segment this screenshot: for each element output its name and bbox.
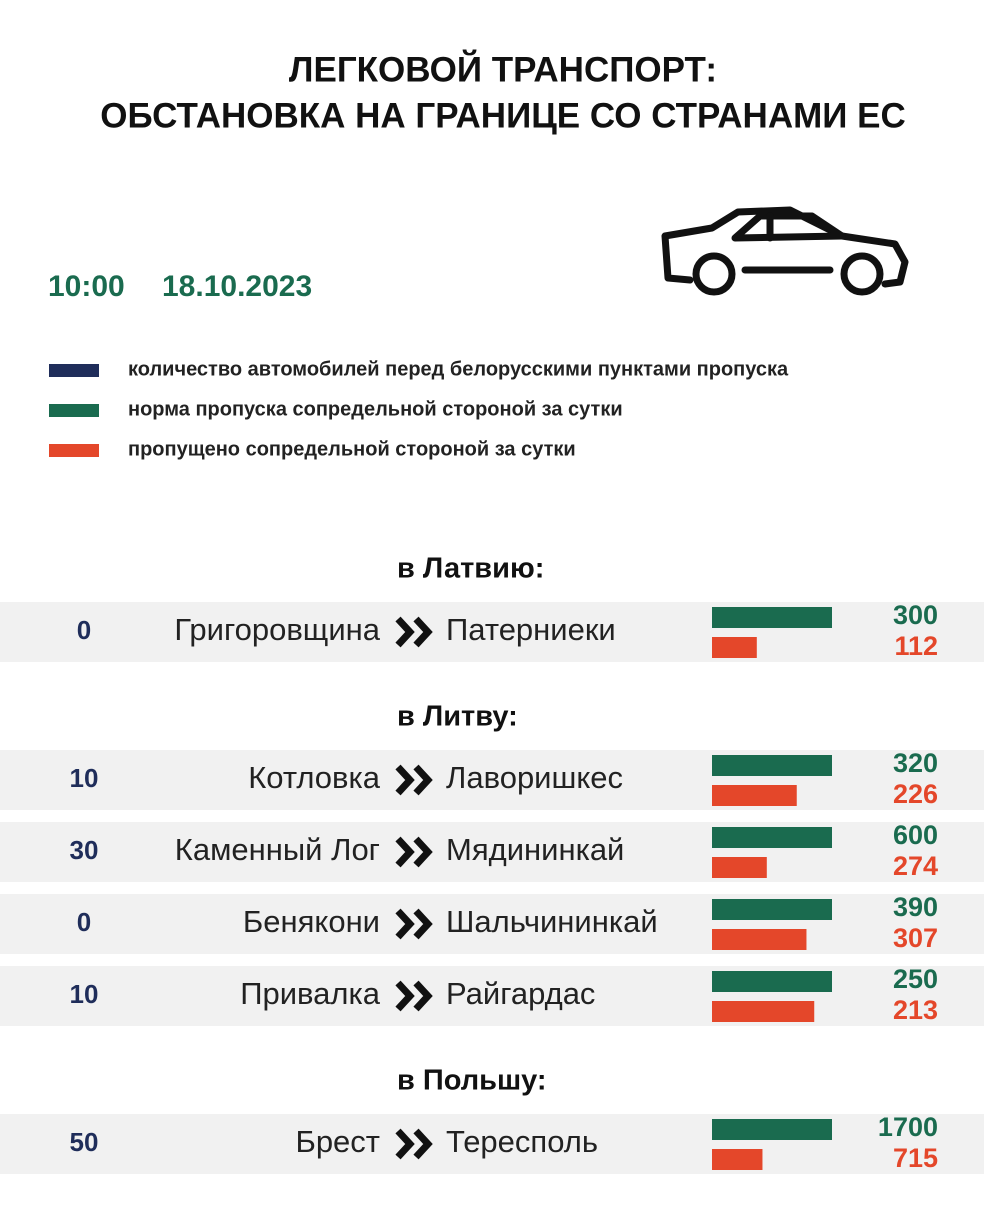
passed-bar (712, 929, 807, 950)
passed-bar (712, 785, 797, 806)
legend-label: количество автомобилей перед белорусским… (128, 358, 789, 380)
legend-label: норма пропуска сопредельной стороной за … (128, 398, 623, 420)
car-icon (661, 206, 909, 296)
passed-value: 715 (893, 1143, 938, 1173)
from: Привалка (240, 976, 381, 1011)
passed-bar (712, 637, 757, 658)
group-title: в Литву: (397, 701, 518, 733)
legend-swatch (49, 444, 99, 457)
norm-value: 390 (893, 892, 938, 922)
title-line: ОБСТАНОВКА НА ГРАНИЦЕ СО СТРАНАМИ ЕС (100, 96, 906, 135)
norm-value: 320 (893, 748, 938, 778)
norm-bar (712, 607, 832, 628)
time: 10:00 (48, 270, 125, 303)
from: Котловка (248, 760, 381, 795)
legend-swatch (49, 404, 99, 417)
to: Патерниеки (446, 612, 616, 647)
passed-value: 213 (893, 995, 938, 1025)
arrow-icon (395, 1128, 433, 1160)
date: 18.10.2023 (162, 270, 312, 303)
norm-bar (712, 971, 832, 992)
queue: 0 (77, 615, 91, 645)
norm-bar (712, 827, 832, 848)
to: Шальчининкай (446, 904, 658, 939)
group-title: в Латвию: (397, 553, 544, 585)
norm-value: 600 (893, 820, 938, 850)
arrow-icon (395, 980, 433, 1012)
norm-value: 300 (893, 600, 938, 630)
arrow-icon (395, 616, 433, 648)
to: Тересполь (446, 1124, 598, 1159)
norm-bar (712, 1119, 832, 1140)
legend-label: пропущено сопредельной стороной за сутки (128, 438, 576, 460)
queue: 0 (77, 907, 91, 937)
arrow-icon (395, 836, 433, 868)
arrow-icon (395, 764, 433, 796)
arrow-icon (395, 908, 433, 940)
queue: 30 (70, 835, 99, 865)
passed-value: 307 (893, 923, 938, 953)
passed-bar (712, 1149, 763, 1170)
from: Бенякони (243, 904, 380, 939)
to: Мядининкай (446, 832, 624, 867)
queue: 10 (70, 763, 99, 793)
passed-value: 226 (893, 779, 938, 809)
to: Райгардас (446, 976, 595, 1011)
passed-value: 112 (894, 631, 938, 661)
legend-swatch (49, 364, 99, 377)
title-line: ЛЕГКОВОЙ ТРАНСПОРТ: (289, 49, 717, 89)
from: Каменный Лог (175, 832, 380, 867)
to: Лаворишкес (446, 760, 623, 795)
queue: 10 (70, 979, 99, 1009)
passed-bar (712, 857, 767, 878)
passed-value: 274 (893, 851, 938, 881)
norm-bar (712, 755, 832, 776)
norm-bar (712, 899, 832, 920)
from: Григоровщина (174, 612, 380, 647)
group-title: в Польшу: (397, 1065, 547, 1097)
from: Брест (295, 1124, 380, 1159)
passed-bar (712, 1001, 815, 1022)
queue: 50 (70, 1127, 99, 1157)
norm-value: 1700 (878, 1112, 938, 1142)
norm-value: 250 (893, 964, 938, 994)
